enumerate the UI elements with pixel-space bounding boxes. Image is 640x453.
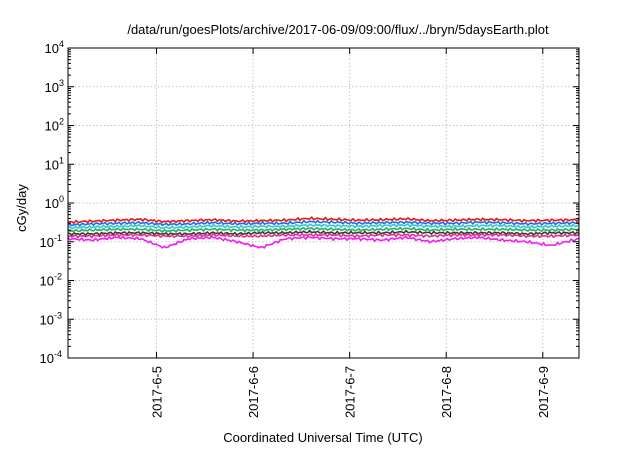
y-tick-exponent: -1 — [54, 233, 62, 243]
series-layer — [67, 216, 580, 249]
series-line-1 — [67, 216, 580, 225]
y-tick-label: 10 — [40, 235, 54, 250]
y-tick-label: 10 — [45, 196, 59, 211]
y-tick-label: 10 — [45, 41, 59, 56]
y-tick-label: 10 — [45, 157, 59, 172]
chart-title: /data/run/goesPlots/archive/2017-06-09/0… — [127, 22, 549, 37]
y-tick-exponent: 3 — [59, 78, 64, 88]
y-tick-exponent: 0 — [59, 194, 64, 204]
y-tick-exponent: -2 — [54, 272, 62, 282]
grid — [68, 47, 579, 359]
y-tick-label: 10 — [40, 274, 54, 289]
y-tick-exponent: 2 — [59, 117, 64, 127]
y-tick-exponent: 1 — [59, 155, 64, 165]
x-tick-label: 2017-6-6 — [246, 366, 261, 418]
y-axis-label: cGy/day — [14, 184, 29, 232]
series-line-7 — [67, 235, 580, 249]
series-line-3 — [67, 223, 580, 230]
x-axis-label: Coordinated Universal Time (UTC) — [223, 430, 422, 445]
x-tick-label: 2017-6-8 — [439, 366, 454, 418]
series-line-5 — [67, 229, 580, 237]
y-tick-exponent: -4 — [54, 349, 62, 359]
plot-frame — [67, 47, 580, 359]
y-tick-label: 10 — [40, 351, 54, 366]
y-tick-exponent: -3 — [54, 310, 62, 320]
x-tick-label: 2017-6-5 — [150, 366, 165, 418]
y-tick-label: 10 — [45, 80, 59, 95]
series-line-4 — [67, 226, 580, 233]
x-tick-label: 2017-6-9 — [536, 366, 551, 418]
series-line-6 — [67, 232, 580, 239]
y-tick-exponent: 4 — [59, 39, 64, 49]
x-tick-label: 2017-6-7 — [343, 366, 358, 418]
y-tick-label: 10 — [45, 119, 59, 134]
series-line-2 — [67, 219, 580, 227]
y-tick-label: 10 — [40, 312, 54, 327]
